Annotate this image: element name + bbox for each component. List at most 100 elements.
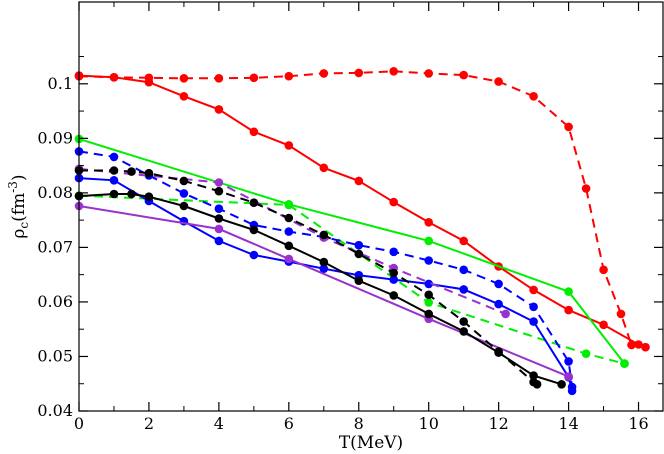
data-point — [214, 105, 224, 114]
data-point — [424, 290, 434, 300]
data-point — [494, 77, 503, 86]
y-tick-label: 0.1 — [48, 74, 73, 93]
x-tick-label: 16 — [628, 414, 648, 433]
series-red-solid — [74, 71, 650, 352]
y-tick-label: 0.09 — [37, 128, 73, 147]
data-point — [319, 69, 329, 78]
data-point — [284, 227, 294, 236]
data-point — [214, 236, 224, 246]
data-point — [532, 380, 542, 389]
y-axis-label-close: ) — [9, 174, 29, 181]
data-point — [284, 141, 294, 150]
data-point — [616, 309, 626, 319]
data-point — [459, 317, 469, 326]
data-point — [389, 247, 399, 257]
y-tick-label: 0.05 — [37, 346, 73, 365]
data-point — [144, 73, 154, 83]
data-point — [249, 250, 259, 260]
data-point — [214, 178, 224, 187]
data-point — [214, 224, 224, 234]
x-tick-label: 10 — [419, 414, 439, 433]
data-point — [144, 168, 154, 178]
data-point — [564, 357, 573, 366]
data-point — [459, 236, 469, 246]
data-point — [459, 265, 469, 275]
x-tick-label: 4 — [214, 414, 224, 433]
y-axis-label-units: (fm — [9, 193, 29, 222]
data-point — [459, 327, 469, 336]
data-point — [319, 230, 329, 240]
data-point — [249, 73, 259, 83]
series-line-purple-dashed — [78, 167, 506, 315]
data-point — [494, 279, 503, 289]
data-point — [529, 285, 538, 295]
data-point — [179, 74, 189, 83]
x-tick-label: 6 — [284, 414, 294, 433]
data-point — [424, 218, 434, 227]
series-green-solid — [74, 134, 629, 368]
data-point — [354, 68, 364, 78]
data-point — [564, 287, 573, 296]
data-point — [567, 382, 577, 392]
data-point — [179, 201, 189, 211]
data-point — [179, 176, 189, 186]
data-point — [354, 240, 364, 250]
y-axis-label-subscript: c — [17, 222, 31, 229]
data-point — [109, 176, 119, 185]
x-tick-label: 0 — [74, 414, 84, 433]
data-point — [214, 186, 224, 196]
data-point — [249, 198, 259, 207]
data-point — [109, 166, 119, 175]
data-point — [501, 309, 510, 319]
data-point — [319, 163, 329, 173]
x-tick-label: 12 — [488, 414, 508, 433]
series-black-solid — [74, 189, 566, 389]
data-point — [564, 305, 573, 315]
y-tick-label: 0.07 — [37, 237, 73, 256]
data-point — [284, 254, 294, 264]
y-axis-label-exponent: -3 — [6, 181, 20, 193]
data-point — [214, 204, 224, 213]
data-point — [557, 380, 566, 389]
data-point — [529, 302, 538, 312]
ticks-layer: 0 2 4 6 8 10 12 14 16 0.04 0.05 0.06 0.07 0.08 0.09 0.1 — [37, 2, 663, 433]
data-point — [179, 189, 189, 198]
series-line-green-solid — [78, 137, 626, 365]
data-point — [564, 372, 573, 381]
data-point — [389, 268, 399, 278]
data-point — [214, 214, 224, 223]
y-axis-label: ρc(fm-3) — [6, 174, 31, 238]
data-point — [249, 225, 259, 235]
data-point — [214, 74, 224, 83]
x-tick-label: 8 — [354, 414, 364, 433]
x-tick-label: 14 — [558, 414, 578, 433]
data-point — [599, 265, 608, 275]
series-line-black-dashed — [79, 169, 538, 386]
data-point — [424, 236, 434, 246]
series-purple-dashed — [74, 164, 510, 319]
series-red-dashed — [74, 67, 636, 350]
data-point — [581, 349, 591, 359]
y-tick-label: 0.04 — [37, 401, 73, 420]
data-point — [599, 320, 608, 330]
data-point — [284, 213, 294, 223]
data-point — [581, 184, 591, 193]
data-point — [529, 317, 538, 326]
data-point — [109, 73, 119, 82]
data-point — [634, 340, 643, 349]
data-point — [389, 197, 399, 207]
data-point — [424, 256, 434, 265]
data-point — [319, 257, 329, 267]
data-point — [144, 192, 154, 201]
series-line-blue-dashed — [78, 150, 574, 388]
y-tick-label: 0.06 — [37, 292, 73, 311]
plot-frame — [78, 1, 664, 412]
data-point — [459, 285, 469, 294]
data-point — [389, 67, 399, 76]
data-point — [389, 291, 399, 300]
data-point — [179, 92, 189, 101]
data-point — [641, 342, 650, 352]
data-point — [354, 176, 364, 186]
data-point — [529, 371, 538, 380]
